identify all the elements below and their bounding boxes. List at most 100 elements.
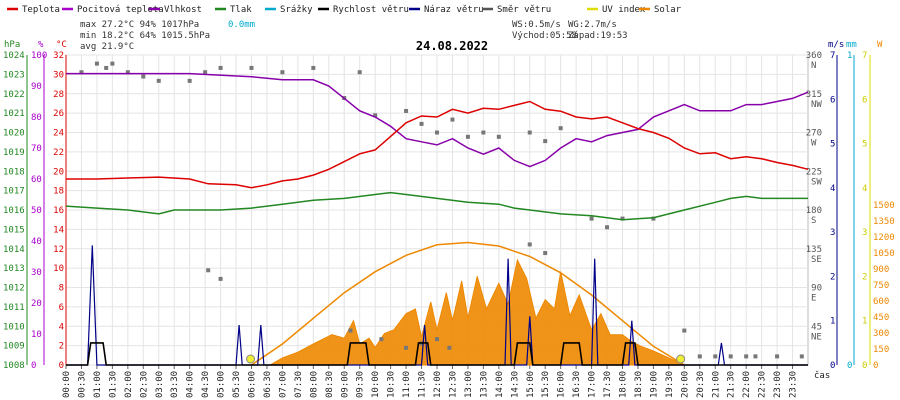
axis-tick-pct: 90 <box>31 82 42 92</box>
series-wind-dir-point <box>744 354 749 359</box>
series-wind-dir-point <box>713 354 718 359</box>
axis-tick-dir: 45 <box>811 322 822 332</box>
legend: Teplota Pocitová teplota Vlhkost Tlak Srážky… <box>7 5 682 15</box>
series-wind-dir-point <box>419 121 424 126</box>
axis-tick-time: 16:30 <box>572 371 582 398</box>
axis-unit-hpa: hPa <box>4 40 20 50</box>
series-wind-dir-point <box>651 216 656 221</box>
series-wind-dir-point <box>379 337 384 342</box>
axis-tick-time: 21:00 <box>711 371 721 398</box>
series-wind-dir-point <box>249 65 254 70</box>
axis-tick-w: 1500 <box>873 201 895 211</box>
axis-tick-time: 10:00 <box>371 371 381 398</box>
axis-tick-ms: 4 <box>830 184 835 194</box>
axis-tick-c: 18 <box>53 187 64 197</box>
axis-tick-c: 30 <box>53 70 64 80</box>
stats-wg: WG:2.7m/s <box>568 20 617 30</box>
sunset-marker <box>676 354 686 364</box>
axis-tick-dir: 270 <box>806 129 822 139</box>
axis-tick-time: 02:30 <box>139 371 149 398</box>
axis-tick-pct: 80 <box>31 113 42 123</box>
axis-tick-time: 20:00 <box>680 371 690 398</box>
axis-tick-time: 13:30 <box>479 371 489 398</box>
sunrise-marker <box>246 354 256 364</box>
axis-tick-time: 22:30 <box>758 371 768 398</box>
axis-tick-w: 450 <box>873 313 889 323</box>
axis-tick-hpa: 1021 <box>3 109 25 119</box>
axis-tick-time: 00:30 <box>77 371 87 398</box>
axis-tick-hpa: 1010 <box>3 322 25 332</box>
series-temperature <box>66 100 809 189</box>
series-wind-dir-point <box>206 268 211 273</box>
chart-axes: hPa% °C1024102310221021102010191018101710… <box>3 40 895 398</box>
axis-tick-c: 16 <box>53 206 64 216</box>
axis-tick-w: 600 <box>873 297 889 307</box>
axis-tick-c: 8 <box>59 284 64 294</box>
stats-max-rain: 0.0mm <box>228 20 255 30</box>
axis-tick-hpa: 1022 <box>3 90 25 100</box>
stats-sunset: Západ:19:53 <box>568 31 628 41</box>
series-wind-dir-point <box>187 78 192 83</box>
axis-tick-c: 22 <box>53 148 64 158</box>
series-wind-dir-point <box>218 65 223 70</box>
axis-tick-hpa: 1019 <box>3 148 25 158</box>
axis-unit-c: °C <box>56 40 67 50</box>
series-wind-dir-point <box>465 134 470 139</box>
series-wind-dir-point <box>79 70 84 75</box>
series-solar-area <box>268 258 685 366</box>
legend-label: Rychlost větru <box>333 5 409 15</box>
axis-tick-time: 03:30 <box>170 371 180 398</box>
series-wind-speed <box>66 342 808 366</box>
series-wind-dir-point <box>527 242 532 247</box>
series-wind-dir-point <box>775 354 780 359</box>
axis-tick-time: 11:00 <box>402 371 412 398</box>
axis-tick-hpa: 1024 <box>3 51 25 61</box>
series-wind-dir-point <box>682 328 687 333</box>
series-wind-dir-point <box>447 345 452 350</box>
axis-tick-ms: 6 <box>830 95 835 105</box>
series-wind-dir-point <box>450 117 455 122</box>
series-wind-dir-point <box>203 70 208 75</box>
legend-label: Náraz větru <box>424 5 484 15</box>
axis-tick-pct: 10 <box>31 330 42 340</box>
axis-tick-dir: 225 <box>806 167 822 177</box>
axis-tick-time: 14:00 <box>495 371 505 398</box>
axis-tick-pct: 40 <box>31 237 42 247</box>
axis-tick-hpa: 1015 <box>3 225 25 235</box>
axis-tick-time: 05:30 <box>232 371 242 398</box>
axis-tick-c: 14 <box>53 225 64 235</box>
axis-tick-dir-label: E <box>811 294 816 304</box>
series-wind-dir-point <box>753 354 758 359</box>
series-wind-dir-point <box>218 276 223 281</box>
axis-tick-time: 07:30 <box>294 371 304 398</box>
axis-tick-time: 15:30 <box>541 371 551 398</box>
axis-tick-time: 12:30 <box>448 371 458 398</box>
stats-min: min 18.2°C 64% 1015.5hPa <box>80 31 210 41</box>
axis-tick-time: 09:00 <box>340 371 350 398</box>
axis-tick-time: 09:30 <box>356 371 366 398</box>
series-wind-dir-point <box>404 345 409 350</box>
axis-tick-time: 08:30 <box>325 371 335 398</box>
axis-tick-dir-label: N <box>811 61 816 71</box>
series-wind-dir-point <box>125 70 130 75</box>
axis-tick-dir-label: W <box>811 139 817 149</box>
axis-tick-c: 10 <box>53 264 64 274</box>
axis-tick-w: 900 <box>873 265 889 275</box>
axis-tick-w: 750 <box>873 281 889 291</box>
axis-tick-w: 0 <box>873 361 878 371</box>
axis-unit-time: čas <box>814 370 830 381</box>
series-wind-dir-point <box>481 130 486 135</box>
axis-tick-time: 23:00 <box>773 371 783 398</box>
series-wind-dir-point <box>496 134 501 139</box>
axis-tick-time: 07:00 <box>278 371 288 398</box>
legend-label: Vlhkost <box>164 5 202 15</box>
axis-tick-time: 19:00 <box>649 371 659 398</box>
axis-tick-ms: 7 <box>830 51 835 61</box>
axis-tick-dir: 360 <box>806 51 822 61</box>
axis-tick-c: 6 <box>59 303 64 313</box>
legend-label: UV index <box>602 5 646 15</box>
axis-tick-time: 01:30 <box>108 371 118 398</box>
series-solar-clear <box>251 241 685 366</box>
series-wind-dir-point <box>435 130 439 135</box>
axis-tick-time: 03:00 <box>155 371 165 398</box>
